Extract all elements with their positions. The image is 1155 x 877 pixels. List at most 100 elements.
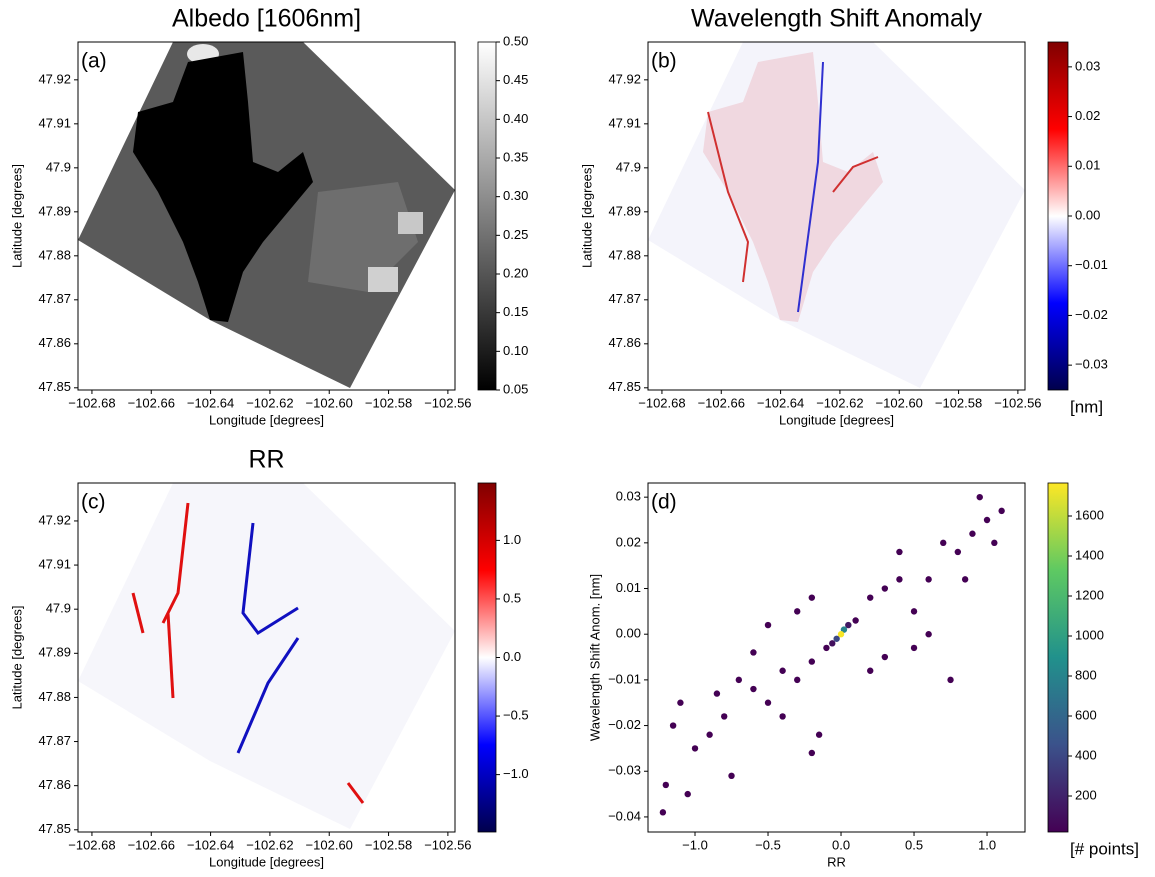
x-tick-label: −102.60: [876, 395, 923, 410]
colorbar-tick-label: −1.0: [503, 766, 529, 781]
y-tick-label: 47.86: [38, 335, 71, 350]
y-tick-label: 47.89: [38, 645, 71, 660]
y-axis-label: Latitude [degrees]: [9, 164, 24, 268]
colorbar: [477, 41, 497, 391]
axes-frame: [647, 41, 1026, 391]
point: [815, 731, 823, 738]
panel-label: (d): [651, 491, 677, 514]
y-tick-label: −0.01: [608, 671, 641, 686]
y-tick-label: 47.89: [608, 203, 641, 218]
point: [910, 608, 918, 615]
y-tick-label: 0.03: [616, 489, 641, 504]
point: [728, 772, 735, 780]
y-tick-label: 47.85: [38, 821, 71, 836]
colorbar-tick-label: 0.25: [503, 227, 528, 242]
x-tick-label: −102.62: [246, 395, 293, 410]
point: [779, 667, 786, 674]
y-tick-label: 47.92: [38, 512, 71, 527]
point: [808, 594, 816, 601]
point: [910, 644, 918, 652]
x-tick-label: −102.58: [365, 395, 412, 410]
y-tick-label: 47.88: [608, 247, 641, 262]
point: [925, 631, 932, 638]
y-tick-label: 47.92: [608, 71, 641, 86]
x-tick-label: 1.0: [978, 837, 996, 852]
x-tick-label: −0.5: [755, 837, 781, 852]
point: [808, 658, 816, 665]
colorbar-tick-label: 600: [1075, 707, 1097, 722]
colorbar-tick-label: 0.00: [1075, 207, 1100, 222]
y-tick-label: −0.04: [608, 808, 641, 823]
point: [998, 507, 1005, 515]
point: [954, 548, 962, 556]
y-tick-label: 47.85: [38, 379, 71, 394]
y-axis-label: Latitude [degrees]: [579, 164, 594, 268]
point: [750, 649, 757, 656]
point: [840, 626, 848, 633]
colorbar-tick-label: 1200: [1075, 587, 1104, 602]
x-tick-label: 0.5: [905, 837, 923, 852]
y-tick-label: 47.88: [38, 689, 71, 704]
y-axis-label: Latitude [degrees]: [9, 605, 24, 709]
y-axis-label: Wavelength Shift Anom. [nm]: [587, 574, 602, 741]
point: [983, 516, 991, 524]
y-tick-label: 47.87: [38, 291, 71, 306]
point: [961, 576, 969, 583]
point: [659, 809, 667, 816]
colorbar-tick-label: 0.50: [503, 33, 528, 48]
colorbar: [477, 482, 497, 833]
point: [925, 576, 932, 583]
colorbar-tick-label: −0.01: [1075, 257, 1108, 272]
point: [794, 608, 801, 615]
point: [735, 676, 743, 684]
point: [852, 617, 859, 624]
x-axis-label: Longitude [degrees]: [209, 412, 324, 427]
y-tick-label: 47.88: [38, 247, 71, 262]
point: [833, 635, 840, 642]
x-tick-label: −102.66: [128, 837, 175, 852]
panel-label: (a): [81, 50, 107, 73]
y-tick-label: 47.91: [38, 115, 71, 130]
point: [779, 713, 786, 720]
x-tick-label: −102.60: [306, 837, 353, 852]
colorbar-tick-label: −0.5: [503, 707, 529, 722]
colorbar-tick-label: 0.01: [1075, 158, 1100, 173]
x-tick-label: −102.64: [187, 395, 234, 410]
y-tick-label: 0.02: [616, 534, 641, 549]
point: [881, 653, 889, 661]
y-tick-label: 47.85: [608, 379, 641, 394]
y-tick-label: 47.92: [38, 71, 71, 86]
colorbar-tick-label: 0.40: [503, 111, 528, 126]
point: [808, 749, 816, 757]
x-tick-label: −102.64: [757, 395, 804, 410]
point: [867, 594, 874, 601]
colorbar-tick-label: 0.05: [503, 381, 528, 396]
y-tick-label: 47.86: [38, 777, 71, 792]
colorbar-label: [nm]: [1070, 397, 1103, 416]
point: [706, 731, 713, 738]
colorbar-tick-label: 0.30: [503, 188, 528, 203]
colorbar-tick-label: 0.03: [1075, 58, 1100, 73]
y-tick-label: 47.9: [46, 601, 71, 616]
x-tick-label: −102.56: [424, 837, 471, 852]
axes-frame: [77, 482, 456, 833]
point: [691, 745, 699, 752]
x-tick-label: 0.0: [832, 837, 850, 852]
x-tick-label: −102.68: [68, 837, 115, 852]
point: [823, 644, 830, 652]
point: [750, 685, 757, 693]
colorbar: [1047, 482, 1069, 833]
colorbar-tick-label: 0.5: [503, 590, 521, 605]
point: [794, 676, 801, 684]
point: [881, 585, 889, 592]
panel-label: (b): [651, 50, 677, 73]
axes-frame: [647, 482, 1026, 833]
colorbar-tick-label: 1600: [1075, 507, 1104, 522]
colorbar-tick-label: 0.35: [503, 149, 528, 164]
point: [677, 699, 684, 706]
x-axis-label: RR: [827, 854, 846, 869]
colorbar-tick-label: 1400: [1075, 547, 1104, 562]
x-tick-label: −102.62: [816, 395, 863, 410]
x-tick-label: −1.0: [682, 837, 708, 852]
